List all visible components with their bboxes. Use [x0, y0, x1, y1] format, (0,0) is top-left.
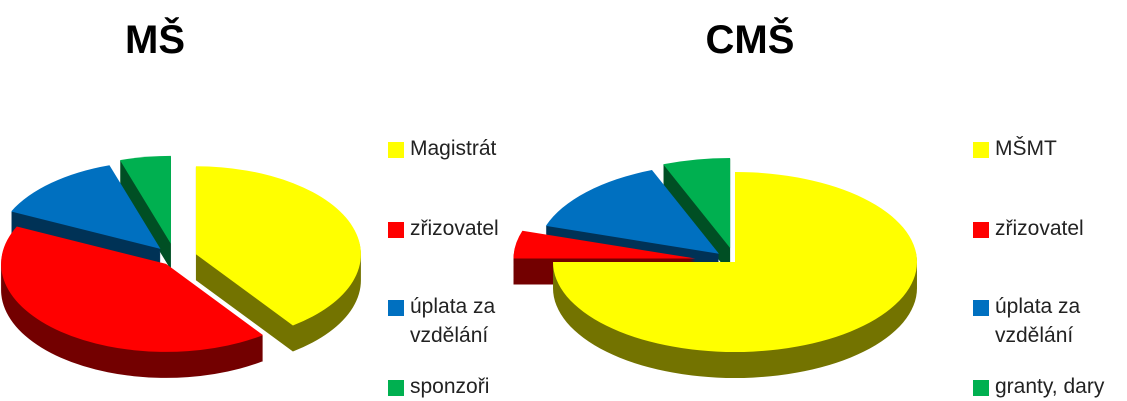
legend-label: úplata za vzdělání — [410, 295, 496, 347]
legend-swatch — [973, 142, 989, 158]
legend-swatch — [973, 300, 989, 316]
slice — [195, 166, 361, 326]
legend-entry: MŠMT — [973, 134, 1125, 163]
slice — [553, 172, 917, 352]
chart-title: MŠ — [125, 18, 185, 62]
legend-entry: zřizovatel — [973, 214, 1125, 243]
legend-label: zřizovatel — [410, 217, 499, 240]
legend-label: Magistrát — [410, 137, 497, 160]
slice — [545, 170, 719, 254]
legend-entry: Magistrát — [388, 134, 540, 163]
legend-label: granty, dary — [995, 375, 1105, 398]
chart-title: CMŠ — [705, 18, 795, 62]
legend-swatch — [388, 142, 404, 158]
legend-label: úplata za vzdělání — [995, 295, 1081, 347]
legend-entry: sponzoři — [388, 372, 540, 401]
legend-entry: úplata za vzdělání — [388, 292, 540, 350]
slice — [119, 155, 171, 244]
slice — [1, 226, 264, 352]
slice — [11, 165, 161, 249]
legend-swatch — [388, 300, 404, 316]
legend-label: sponzoři — [410, 375, 490, 398]
legend-swatch — [973, 380, 989, 396]
legend-entry: granty, dary — [973, 372, 1125, 401]
legend-entry: zřizovatel — [388, 214, 540, 243]
legend-label: MŠMT — [995, 137, 1057, 160]
legend-swatch — [388, 222, 404, 238]
legend-entry: úplata za vzdělání — [973, 292, 1125, 350]
slice — [663, 157, 731, 248]
slice — [513, 230, 696, 259]
legend-swatch — [388, 380, 404, 396]
legend-swatch — [973, 222, 989, 238]
legend-label: zřizovatel — [995, 217, 1084, 240]
